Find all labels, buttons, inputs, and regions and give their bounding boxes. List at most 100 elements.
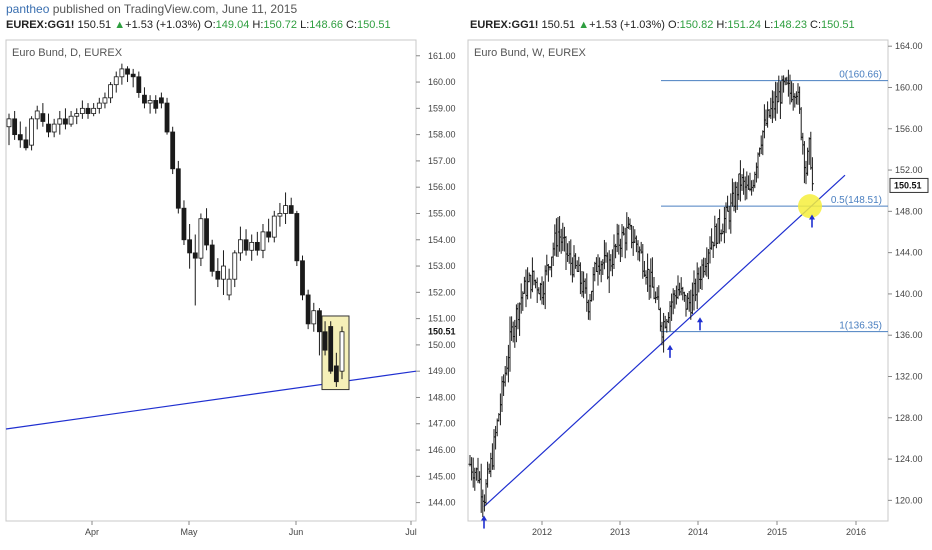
- close-value: 150.51: [821, 19, 855, 31]
- candle-body: [17, 134, 23, 141]
- y-tick-label: 147.00: [428, 419, 456, 429]
- y-tick-label: 156.00: [428, 182, 456, 192]
- y-tick-label: 144.00: [895, 248, 923, 258]
- chart-title: Euro Bund, D, EUREX: [12, 47, 123, 59]
- candle-body: [6, 118, 12, 128]
- header: pantheo published on TradingView.com, Ju…: [0, 0, 932, 36]
- support-arrow-head-icon: [481, 515, 487, 521]
- y-tick-label: 124.00: [895, 454, 923, 464]
- open-value: 150.82: [679, 19, 714, 31]
- y-tick-label: 136.00: [895, 330, 923, 340]
- candle-body: [283, 205, 288, 214]
- support-arrow-head-icon: [697, 317, 703, 323]
- x-tick-label: Jul: [405, 527, 417, 537]
- candle-body: [164, 102, 170, 133]
- candle-body: [238, 239, 243, 254]
- support-arrow-head-icon: [667, 344, 673, 350]
- low-value: 148.23: [773, 19, 807, 31]
- publish-line: pantheo published on TradingView.com, Ju…: [6, 2, 297, 16]
- candle-body: [91, 107, 97, 114]
- candle-body: [294, 213, 300, 262]
- candle-body: [243, 239, 249, 251]
- y-tick-label: 144.00: [428, 498, 456, 508]
- low-value: 148.66: [309, 19, 343, 31]
- candle-body: [254, 241, 260, 251]
- x-tick-label: 2015: [767, 527, 787, 537]
- y-tick-label: 160.00: [895, 82, 923, 92]
- candle-body: [288, 205, 294, 214]
- candle-body: [175, 168, 181, 209]
- candle-body: [221, 265, 226, 280]
- candle-body: [51, 123, 57, 133]
- y-tick-label: 132.00: [895, 371, 923, 381]
- author-link[interactable]: pantheo: [6, 2, 50, 16]
- candle-body: [181, 207, 187, 241]
- candle-body: [249, 241, 255, 251]
- y-tick-label: 153.00: [428, 261, 456, 271]
- candle-body: [96, 102, 102, 109]
- candle-body: [29, 118, 34, 146]
- y-tick-label: 128.00: [895, 413, 923, 423]
- open-label: O:: [204, 19, 216, 31]
- y-tick-label: 148.00: [428, 392, 456, 402]
- y-tick-label: 155.00: [428, 208, 456, 218]
- open-label: O:: [668, 19, 680, 31]
- open-value: 149.04: [215, 19, 250, 31]
- candle-body: [187, 239, 193, 254]
- high-value: 150.72: [263, 19, 298, 31]
- candle-body: [339, 331, 345, 372]
- candle-body: [108, 84, 113, 99]
- candle-body: [142, 94, 147, 104]
- candle-body: [153, 100, 159, 109]
- candle-body: [198, 218, 204, 259]
- candle-body: [147, 100, 153, 104]
- symbol[interactable]: EUREX:GG1!: [6, 19, 75, 31]
- support-arrow-head-icon: [809, 214, 815, 220]
- y-tick-label: 161.00: [428, 51, 456, 61]
- high-label: H:: [716, 19, 728, 31]
- last-price-label: 150.51: [894, 180, 922, 190]
- last-price-tag: [889, 177, 929, 193]
- y-tick-label: 151.00: [428, 314, 456, 324]
- candle-body: [12, 118, 18, 136]
- fib-level-label: 0(160.66): [839, 70, 882, 81]
- low-label: L:: [300, 19, 310, 31]
- y-tick-label: 152.00: [895, 165, 923, 175]
- candle-body: [40, 113, 46, 122]
- candle-body: [333, 365, 339, 383]
- x-tick-label: May: [180, 527, 198, 537]
- up-arrow-icon: ▲: [114, 19, 126, 31]
- candle-body: [23, 139, 29, 149]
- candle-body: [215, 270, 221, 280]
- candle-body: [266, 231, 272, 238]
- candle-body: [192, 252, 198, 259]
- fib-level-label: 1(136.35): [839, 321, 882, 332]
- y-tick-label: 157.00: [428, 156, 456, 166]
- change: +1.53 (+1.03%): [589, 19, 665, 31]
- change: +1.53 (+1.03%): [125, 19, 201, 31]
- x-tick-label: Jun: [289, 527, 304, 537]
- candle-body: [34, 110, 40, 120]
- y-tick-label: 149.00: [428, 366, 456, 376]
- candle-body: [79, 107, 85, 114]
- last-price: 150.51: [541, 19, 576, 31]
- last-price-label: 150.51: [428, 326, 456, 336]
- high-value: 151.24: [727, 19, 762, 31]
- x-tick-label: 2014: [688, 527, 708, 537]
- candle-body: [204, 218, 209, 246]
- candle-body: [68, 115, 74, 125]
- candle-body: [305, 294, 311, 325]
- candle-body: [130, 73, 136, 78]
- y-tick-label: 152.00: [428, 287, 456, 297]
- candle-body: [328, 326, 334, 372]
- left-plot-frame: [5, 39, 417, 522]
- candle-body: [136, 76, 142, 93]
- candle-body: [113, 76, 119, 86]
- quote-left: EUREX:GG1! 150.51 ▲+1.53 (+1.03%) O:149.…: [6, 19, 391, 31]
- y-tick-label: 156.00: [895, 124, 923, 134]
- candle-body: [226, 278, 232, 296]
- candle-body: [322, 331, 328, 351]
- symbol[interactable]: EUREX:GG1!: [470, 19, 539, 31]
- y-tick-label: 120.00: [895, 495, 923, 505]
